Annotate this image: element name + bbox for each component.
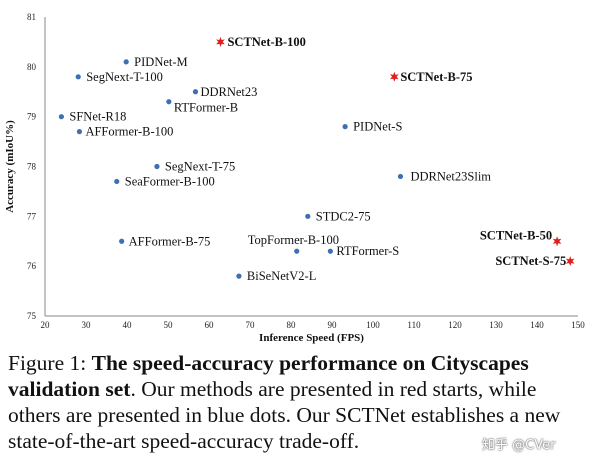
baseline-point-label: SegNext-T-75 xyxy=(165,160,235,174)
y-tick-label: 76 xyxy=(27,261,37,271)
ours-star-marker xyxy=(389,71,399,82)
baseline-point-label: AFFormer-B-100 xyxy=(85,125,173,139)
baseline-dot-marker xyxy=(58,114,64,120)
baseline-dot-marker xyxy=(75,74,81,80)
ours-star-marker xyxy=(216,36,225,47)
x-tick-label: 110 xyxy=(407,320,421,330)
figure-caption: Figure 1: The speed-accuracy performance… xyxy=(8,350,593,454)
x-tick-label: 30 xyxy=(82,320,92,330)
x-tick-label: 80 xyxy=(287,320,297,330)
baseline-dot-marker xyxy=(192,89,199,95)
baseline-point-label: TopFormer-B-100 xyxy=(248,233,339,247)
baseline-dot-marker xyxy=(114,178,120,185)
baseline-dot-marker xyxy=(305,213,311,219)
ours-point-label: SCTNet-S-75 xyxy=(495,254,566,268)
baseline-dot-marker xyxy=(154,163,160,170)
baseline-dot-marker xyxy=(123,59,129,65)
baseline-point-label: DDRNet23 xyxy=(200,85,257,99)
y-tick-label: 75 xyxy=(27,311,37,321)
y-tick-label: 78 xyxy=(27,162,37,172)
baseline-point-label: DDRNet23Slim xyxy=(410,169,491,183)
baseline-point-label: RTFormer-S xyxy=(336,244,399,258)
baseline-point-label: PIDNet-M xyxy=(134,55,187,69)
baseline-dot-marker xyxy=(342,124,348,130)
baseline-point-label: SegNext-T-100 xyxy=(86,70,163,84)
y-tick-label: 81 xyxy=(27,12,36,22)
x-tick-label: 140 xyxy=(530,320,544,330)
baseline-dot-marker xyxy=(327,248,333,254)
ours-star-marker xyxy=(565,256,575,267)
baseline-dot-marker xyxy=(397,173,404,180)
baseline-point-label: RTFormer-B xyxy=(174,101,238,115)
baseline-point-label: BiSeNetV2-L xyxy=(247,269,316,283)
baseline-point-label: SFNet-R18 xyxy=(69,110,126,124)
x-tick-label: 150 xyxy=(571,320,585,330)
ours-point-label: SCTNet-B-100 xyxy=(227,35,305,49)
tick-labels: 20 30 40 50 60 70 80 90 100 110 120 130 140 150 75 76 77… xyxy=(27,12,585,330)
baseline-dot-marker xyxy=(166,99,172,105)
y-tick-label: 80 xyxy=(27,62,37,72)
x-tick-label: 60 xyxy=(205,320,215,330)
baseline-point-label: STDC2-75 xyxy=(316,209,371,223)
baseline-dot-marker xyxy=(76,129,83,135)
x-tick-label: 120 xyxy=(448,320,462,330)
x-axis-label: Inference Speed (FPS) xyxy=(259,332,364,344)
axes xyxy=(44,17,578,317)
baseline-dot-marker xyxy=(236,273,242,279)
x-tick-label: 40 xyxy=(123,320,133,330)
y-tick-label: 77 xyxy=(27,211,37,221)
ours-point-label: SCTNet-B-75 xyxy=(400,70,472,84)
x-tick-label: 20 xyxy=(41,320,51,330)
baseline-point-label: SeaFormer-B-100 xyxy=(125,174,215,188)
baseline-point-label: PIDNet-S xyxy=(353,120,402,134)
x-tick-label: 50 xyxy=(164,320,174,330)
ours-star-marker xyxy=(552,236,562,247)
caption-rest: . Our methods are presented in red start… xyxy=(8,377,561,453)
caption-bold: The speed-accuracy performance on Citysc… xyxy=(8,351,529,401)
x-tick-label: 70 xyxy=(246,320,256,330)
baseline-point-label: AFFormer-B-75 xyxy=(129,234,211,248)
ours-point-label: SCTNet-B-50 xyxy=(480,228,552,242)
speed-accuracy-chart: 20 30 40 50 60 70 80 90 100 110 120 130 140 150 75 76 77… xyxy=(4,12,585,344)
y-tick-label: 79 xyxy=(27,112,37,122)
watermark: 知乎 @CVer xyxy=(482,438,556,453)
baseline-dot-marker xyxy=(294,248,300,254)
baseline-dot-marker xyxy=(119,238,125,244)
x-tick-label: 90 xyxy=(328,320,338,330)
x-tick-label: 130 xyxy=(489,320,503,330)
x-tick-label: 100 xyxy=(366,320,380,330)
caption-prefix: Figure 1: xyxy=(8,351,92,375)
y-axis-label: Accuracy (mIoU%) xyxy=(4,120,16,213)
data-points xyxy=(58,36,575,279)
